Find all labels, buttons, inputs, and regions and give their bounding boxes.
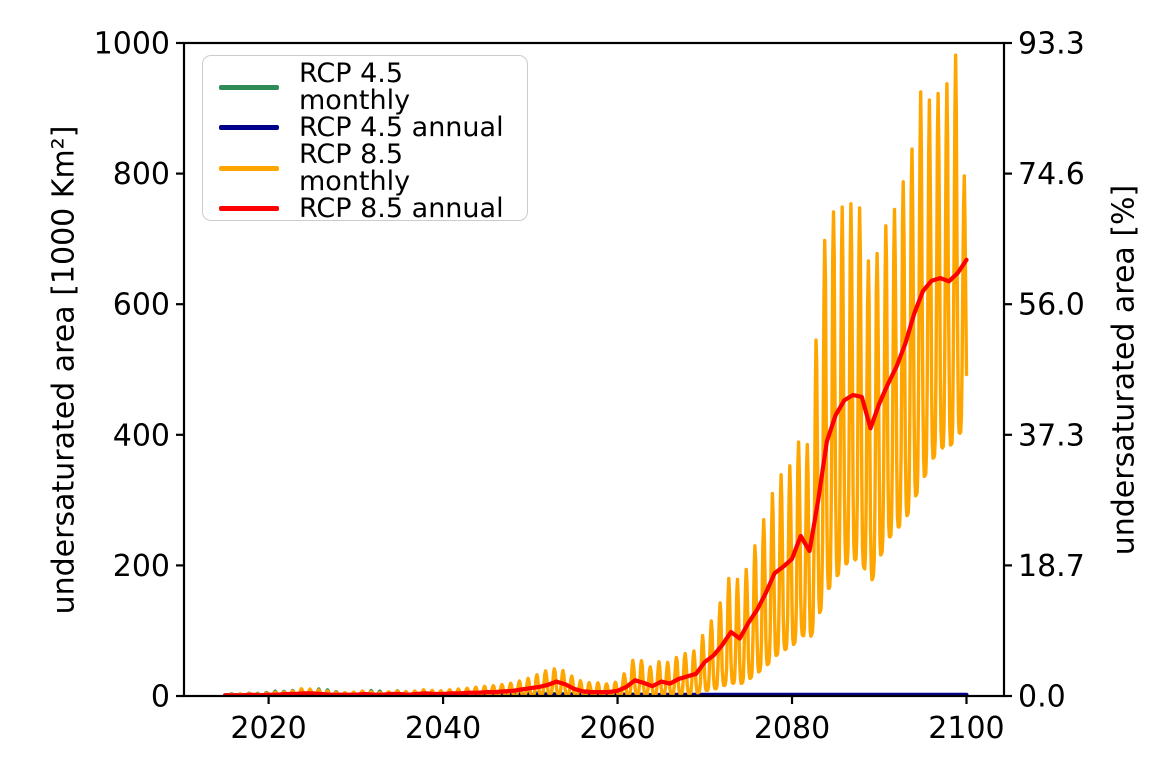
y-right-tick-label: 74.6 (1018, 157, 1085, 192)
legend-item-rcp-4-5-annual: RCP 4.5 annual (217, 114, 513, 141)
axes-layer: 2020 2040 2060 2080 2100 0 0.0 200 18.7 400 37.3 60… (94, 27, 1085, 747)
plot-spines (182, 41, 1006, 698)
legend-item-rcp-8-5-annual: RCP 8.5 annual (217, 195, 513, 222)
y-left-tick-label: 1000 (94, 27, 170, 62)
y-left-tick-label: 0 (151, 680, 170, 715)
legend-line-swatch (219, 125, 279, 130)
legend-item-rcp-4-5-monthly: RCP 4.5 monthly (217, 60, 513, 114)
y-left-tick-label: 400 (113, 418, 170, 453)
y-left-tick-label: 200 (113, 549, 170, 584)
x-tick-label: 2040 (405, 711, 481, 746)
x-tick-label: 2060 (579, 711, 655, 746)
series-rcp-8-5-annual (222, 257, 969, 696)
legend-line-swatch (219, 206, 279, 211)
legend-label: RCP 8.5 monthly (299, 139, 411, 197)
legend-line-swatch (219, 84, 279, 90)
right-axis-label: undersaturated area [%] (1106, 184, 1142, 556)
left-axis-label: undersaturated area [1000 Km²] (46, 125, 82, 615)
legend-line-swatch (219, 165, 279, 171)
y-left-tick-label: 600 (113, 288, 170, 323)
y-left-tick-label: 800 (113, 157, 170, 192)
y-right-tick-label: 37.3 (1018, 418, 1085, 453)
y-right-tick-label: 18.7 (1018, 549, 1085, 584)
x-tick-label: 2080 (754, 711, 830, 746)
y-right-tick-label: 56.0 (1018, 288, 1085, 323)
legend-label: RCP 8.5 annual (299, 193, 504, 224)
x-tick-label: 2020 (230, 711, 306, 746)
legend-label: RCP 4.5 monthly (299, 58, 411, 116)
legend-label: RCP 4.5 annual (299, 112, 504, 143)
y-right-tick-label: 93.3 (1018, 27, 1085, 62)
legend-item-rcp-8-5-monthly: RCP 8.5 monthly (217, 141, 513, 195)
legend: RCP 4.5 monthly RCP 4.5 annual RCP 8.5 mon… (202, 55, 528, 222)
y-right-tick-label: 0.0 (1018, 680, 1066, 715)
x-tick-label: 2100 (928, 711, 1004, 746)
